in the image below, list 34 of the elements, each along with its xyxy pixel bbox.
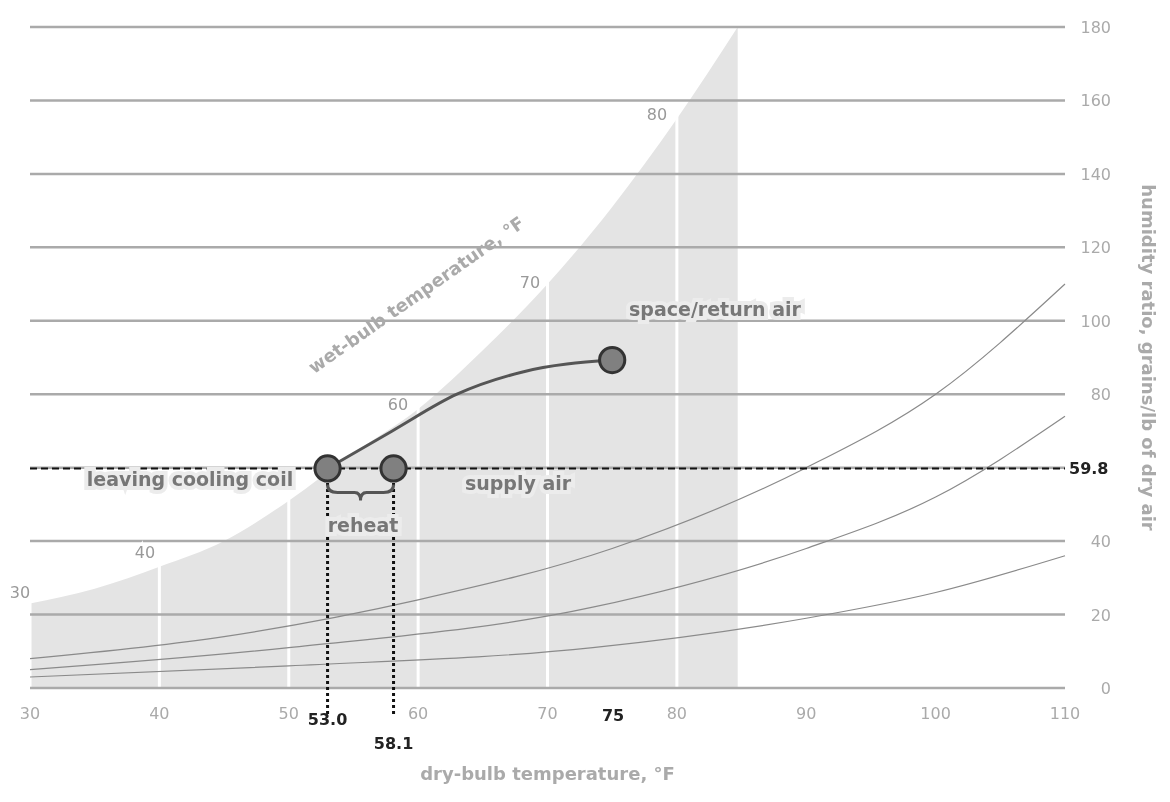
y-tick-label: 0 (1100, 679, 1111, 698)
annotation: space/return air (629, 298, 802, 320)
y-tick-label: 80 (1090, 385, 1111, 405)
annotation: 70 (519, 273, 541, 292)
y-tick-label: 140 (1080, 164, 1111, 184)
y-tick-label: 180 (1080, 18, 1111, 37)
annotation: 80 (646, 105, 668, 124)
y-tick-label: 100 (1080, 311, 1111, 331)
ref-line-label: 53.0 (307, 710, 348, 729)
annotation: supply air (464, 472, 572, 494)
y-tick-label: 40 (1090, 532, 1111, 552)
x-tick-label: 90 (796, 704, 817, 723)
x-tick-label: 30 (19, 704, 41, 723)
annotation: reheat (327, 514, 399, 536)
annotation: 60 (387, 395, 409, 414)
x-tick-label: 50 (278, 704, 299, 723)
y-tick-label: 160 (1080, 91, 1111, 111)
x-tick-label: 60 (407, 704, 429, 723)
x-axis-title: dry-bulb temperature, °F (420, 763, 675, 784)
text: 75 (601, 706, 625, 725)
x-tick-label: 110 (1049, 704, 1081, 723)
x-tick-label: 80 (666, 704, 688, 723)
x-tick-label: 100 (920, 704, 951, 723)
x-tick-label: 40 (149, 704, 170, 723)
y-axis-title: humidity ratio, grains/lb of dry air (1138, 184, 1159, 531)
y-tick-label: 20 (1090, 605, 1111, 625)
ref-line-label: 58.1 (373, 734, 414, 753)
annotation: 40 (134, 543, 156, 562)
line-series (29, 415, 1066, 671)
x-tick-label: 70 (537, 704, 558, 723)
y-tick-label: 120 (1080, 238, 1111, 258)
ref-line-label: 59.8 (1069, 459, 1109, 479)
annotation: leaving cooling coil (86, 468, 294, 490)
annotation: 30 (9, 583, 31, 602)
